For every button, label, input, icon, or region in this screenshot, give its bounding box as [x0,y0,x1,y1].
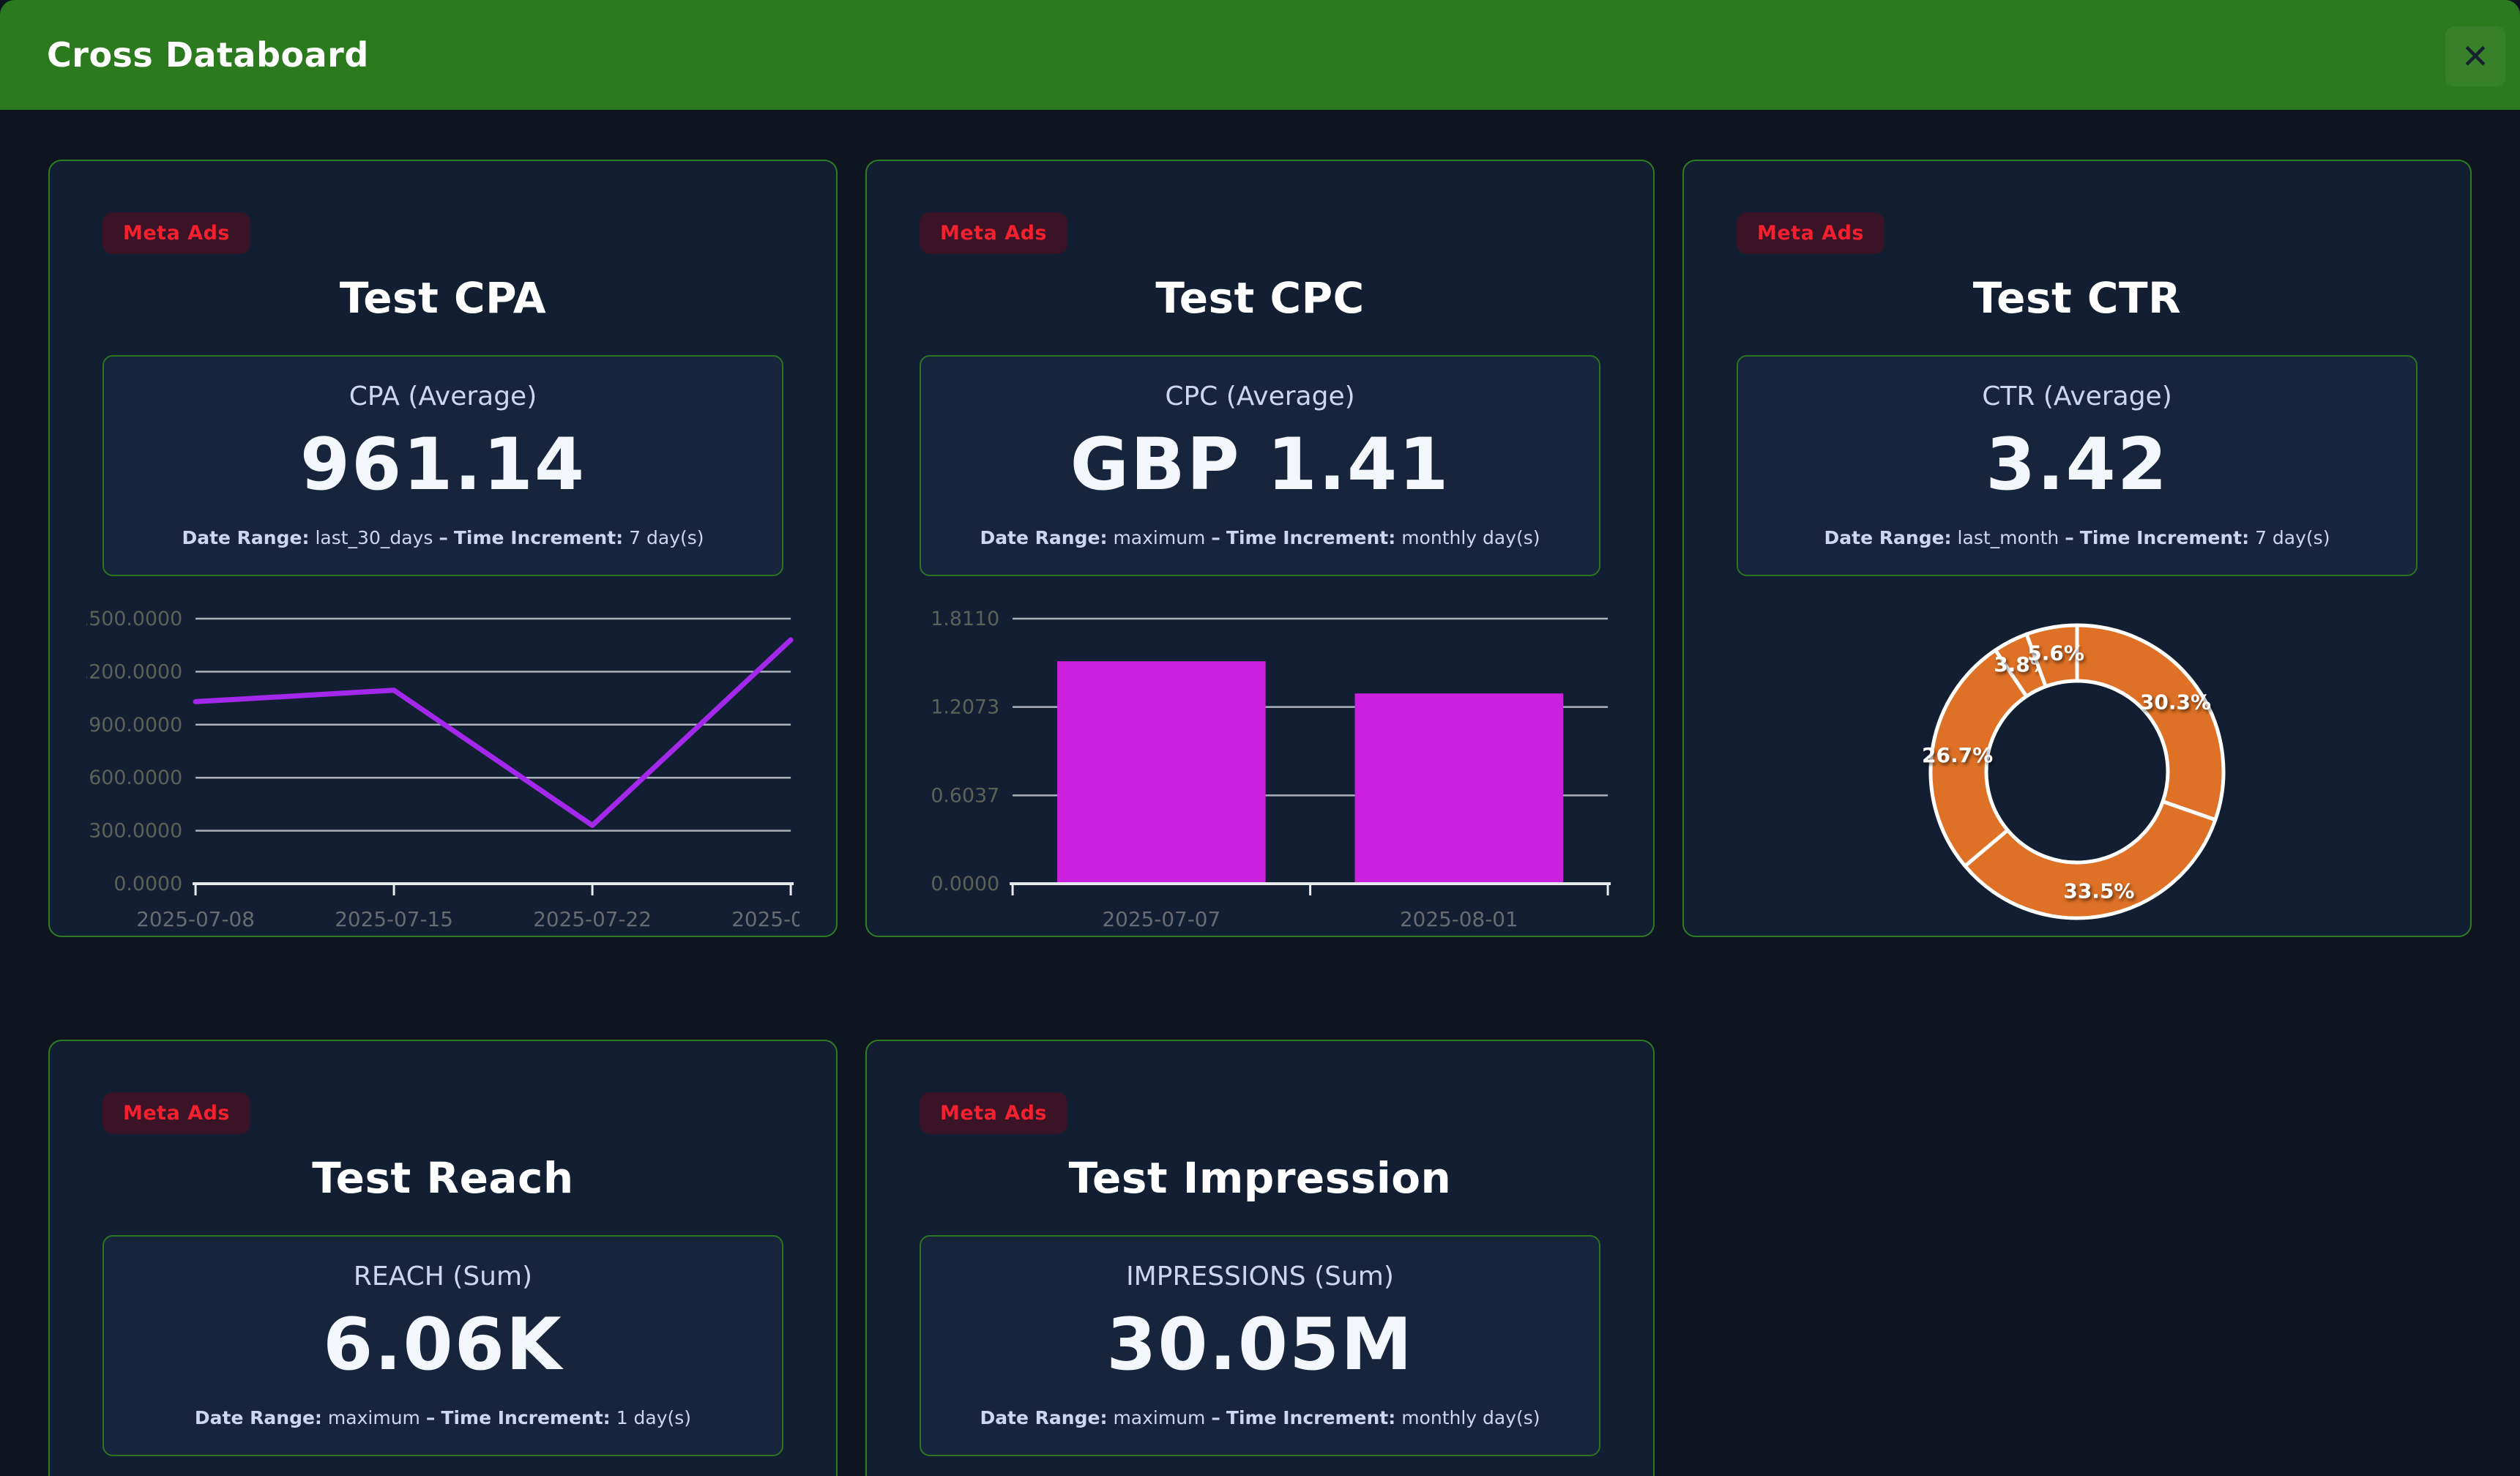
svg-text:26.7%: 26.7% [1922,743,1993,767]
svg-text:0.0000: 0.0000 [113,873,182,895]
svg-text:300.0000: 300.0000 [89,820,182,843]
time-increment-value: monthly day(s) [1401,527,1540,548]
time-increment-value: 1 day(s) [616,1407,692,1428]
meta-ads-badge: Meta Ads [102,212,251,254]
svg-text:2025-07-15: 2025-07-15 [335,907,453,931]
svg-text:30.3%: 30.3% [2140,690,2211,714]
date-range: Date Range: maximum – Time Increment: mo… [933,527,1587,548]
separator: – [439,527,448,548]
time-increment-label: Time Increment: [1226,1407,1396,1428]
separator: – [2065,527,2074,548]
metric-label: CTR (Average) [1982,381,2172,411]
page-title: Cross Databoard [47,35,369,75]
metric-label: CPC (Average) [1165,381,1355,411]
dashboard-grid: Meta Ads Test CPA CPA (Average) 961.14 D… [0,110,2520,1476]
metric-box: CPA (Average) 961.14 Date Range: last_30… [102,355,783,576]
app-header: Cross Databoard ✕ [0,0,2520,110]
cpc-bar-chart[interactable]: 0.0000 0.6037 1.2073 1.8110 2025-07-07 2025-0… [903,607,1617,936]
date-range-value: last_30_days [315,527,433,548]
card-test-cpa: Meta Ads Test CPA CPA (Average) 961.14 D… [48,160,838,937]
svg-text:1200.0000: 1200.0000 [86,660,182,683]
card-test-cpc: Meta Ads Test CPC CPC (Average) GBP 1.41… [865,160,1655,937]
time-increment-label: Time Increment: [453,527,624,548]
separator: – [425,1407,436,1428]
date-range-label: Date Range: [980,527,1108,548]
separator: – [1211,527,1220,548]
metric-box: CPC (Average) GBP 1.41 Date Range: maxim… [920,355,1600,576]
card-title: Test Impression [1068,1153,1452,1203]
time-increment-label: Time Increment: [2079,527,2250,548]
date-range: Date Range: maximum – Time Increment: 1 … [116,1407,770,1428]
svg-text:600.0000: 600.0000 [89,767,182,789]
date-range-label: Date Range: [1824,527,1952,548]
date-range-label: Date Range: [980,1407,1108,1428]
metric-label: IMPRESSIONS (Sum) [1126,1261,1394,1292]
svg-text:1.2073: 1.2073 [931,696,999,719]
metric-label: REACH (Sum) [353,1261,533,1292]
svg-text:2025-08-01: 2025-08-01 [1400,907,1518,931]
svg-text:5.6%: 5.6% [2027,641,2084,666]
time-increment-label: Time Increment: [1226,527,1396,548]
card-title: Test CPC [1155,273,1365,323]
date-range: Date Range: maximum – Time Increment: mo… [933,1407,1587,1428]
date-range: Date Range: last_month – Time Increment:… [1750,527,2404,548]
svg-text:2025-08-05: 2025-08-05 [731,907,799,931]
card-test-reach: Meta Ads Test Reach REACH (Sum) 6.06K Da… [48,1040,838,1476]
metric-value: GBP 1.41 [1070,423,1450,507]
cpa-line-chart[interactable]: 0.0000 300.0000 600.0000 900.0000 1200.0000 1… [86,607,799,936]
svg-text:33.5%: 33.5% [2063,879,2134,903]
metric-box: IMPRESSIONS (Sum) 30.05M Date Range: max… [920,1235,1600,1456]
card-title: Test CPA [339,273,547,323]
meta-ads-badge: Meta Ads [1737,212,1885,254]
close-icon: ✕ [2461,37,2490,76]
metric-label: CPA (Average) [348,381,537,411]
metric-value: 961.14 [299,423,586,507]
svg-text:0.6037: 0.6037 [931,784,999,807]
time-increment-value: 7 day(s) [629,527,704,548]
date-range: Date Range: last_30_days – Time Incremen… [116,527,770,548]
svg-text:2025-07-07: 2025-07-07 [1102,907,1220,931]
metric-box: CTR (Average) 3.42 Date Range: last_mont… [1737,355,2418,576]
date-range-value: maximum [327,1407,420,1428]
meta-ads-badge: Meta Ads [920,212,1068,254]
card-title: Test Reach [312,1153,574,1203]
card-test-impression: Meta Ads Test Impression IMPRESSIONS (Su… [865,1040,1655,1476]
svg-text:1500.0000: 1500.0000 [86,608,182,630]
date-range-value: maximum [1113,527,1206,548]
card-title: Test CTR [1972,273,2182,323]
svg-text:900.0000: 900.0000 [89,714,182,737]
svg-text:2025-07-08: 2025-07-08 [136,907,255,931]
date-range-label: Date Range: [194,1407,322,1428]
card-test-ctr: Meta Ads Test CTR CTR (Average) 3.42 Dat… [1682,160,2472,937]
svg-text:0.0000: 0.0000 [931,873,999,895]
time-increment-value: 7 day(s) [2255,527,2330,548]
metric-value: 6.06K [323,1303,563,1387]
date-range-label: Date Range: [182,527,310,548]
meta-ads-badge: Meta Ads [102,1092,251,1134]
metric-value: 3.42 [1986,423,2169,507]
meta-ads-badge: Meta Ads [920,1092,1068,1134]
close-button[interactable]: ✕ [2445,26,2505,86]
time-increment-value: monthly day(s) [1401,1407,1540,1428]
ctr-donut-chart[interactable]: 30.3% 33.5% 26.7% 3.8% 5.6% [1721,607,2434,936]
separator: – [1211,1407,1220,1428]
metric-value: 30.05M [1106,1303,1414,1387]
svg-text:1.8110: 1.8110 [931,608,999,630]
date-range-value: last_month [1957,527,2059,548]
svg-text:2025-07-22: 2025-07-22 [533,907,652,931]
metric-box: REACH (Sum) 6.06K Date Range: maximum – … [102,1235,783,1456]
time-increment-label: Time Increment: [441,1407,611,1428]
date-range-value: maximum [1113,1407,1206,1428]
